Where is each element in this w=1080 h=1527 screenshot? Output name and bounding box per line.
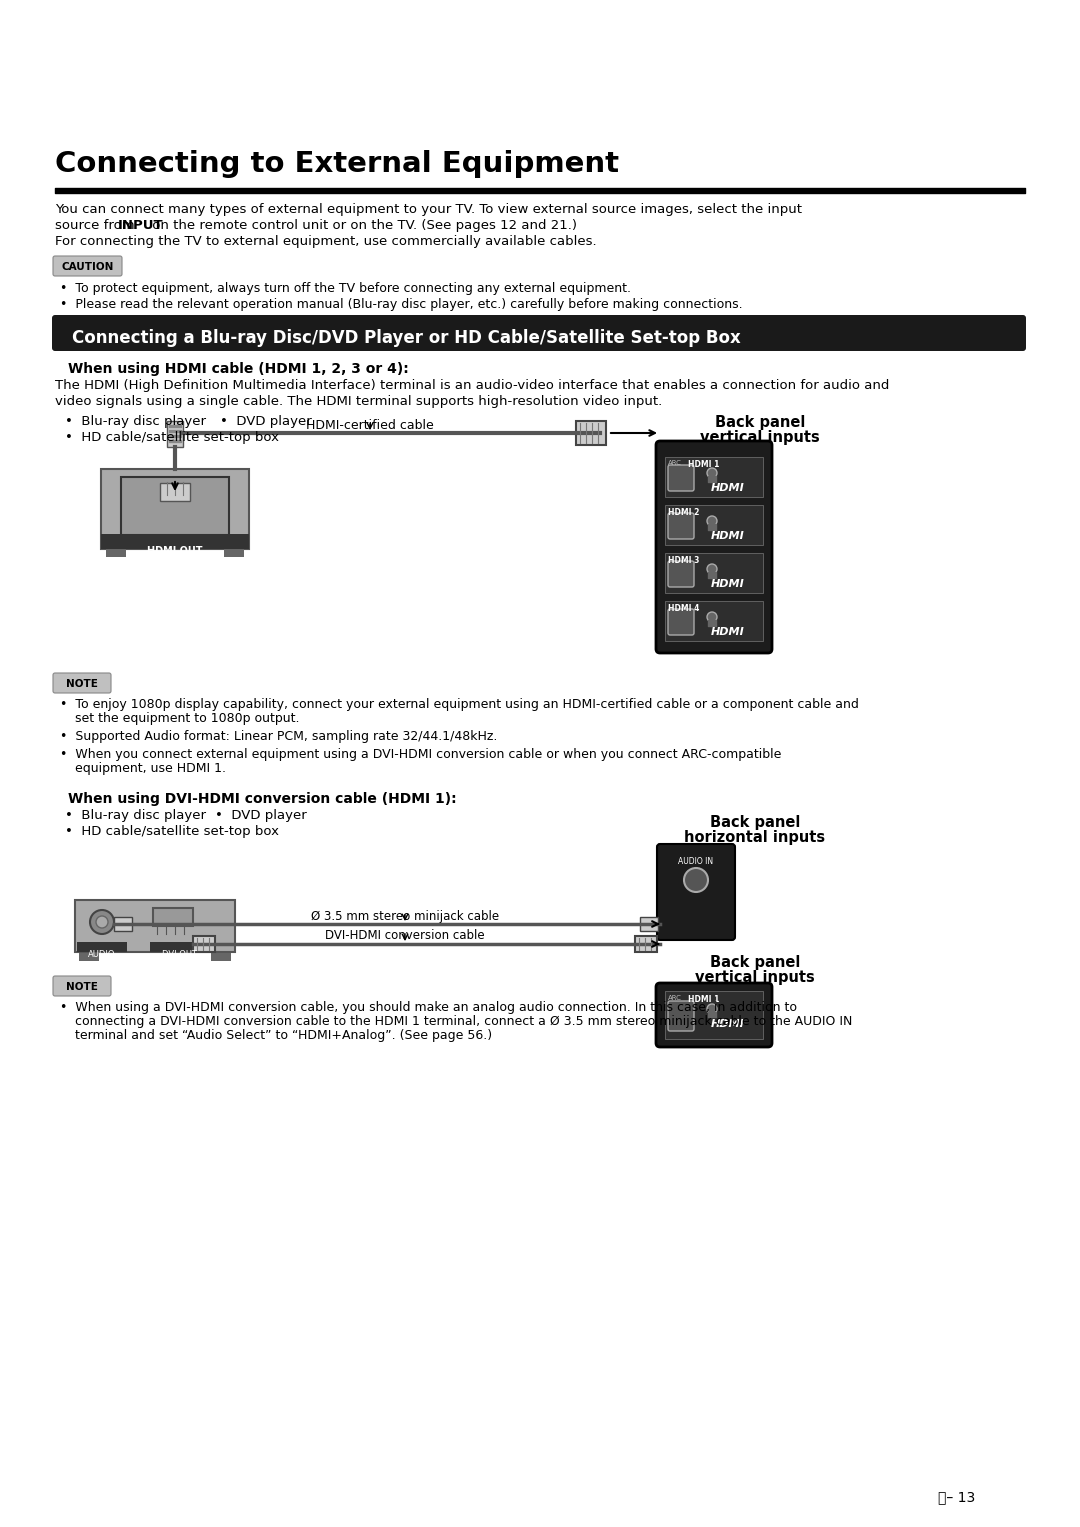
Text: •  When you connect external equipment using a DVI-HDMI conversion cable or when: • When you connect external equipment us…: [60, 748, 781, 760]
FancyBboxPatch shape: [669, 466, 694, 492]
Text: The HDMI (High Definition Multimedia Interface) terminal is an audio-video inter: The HDMI (High Definition Multimedia Int…: [55, 379, 889, 392]
Text: Back panel: Back panel: [715, 415, 806, 431]
Bar: [102, 534, 249, 550]
Text: For connecting the TV to external equipment, use commercially available cables.: For connecting the TV to external equipm…: [55, 235, 596, 247]
Text: equipment, use HDMI 1.: equipment, use HDMI 1.: [75, 762, 226, 776]
Text: set the equipment to 1080p output.: set the equipment to 1080p output.: [75, 712, 299, 725]
Text: HDMI-certified cable: HDMI-certified cable: [306, 418, 434, 432]
Circle shape: [96, 916, 108, 928]
Bar: [665, 991, 762, 1038]
Text: •  To protect equipment, always turn off the TV before connecting any external e: • To protect equipment, always turn off …: [60, 282, 631, 295]
FancyBboxPatch shape: [669, 513, 694, 539]
Text: HDMI: HDMI: [711, 628, 745, 637]
Bar: [77, 942, 127, 951]
Text: horizontal inputs: horizontal inputs: [685, 831, 825, 844]
Text: NOTE: NOTE: [66, 680, 98, 689]
Bar: [160, 483, 190, 501]
Text: ⓔ– 13: ⓔ– 13: [937, 1490, 975, 1504]
Text: •  Blu-ray disc player: • Blu-ray disc player: [65, 809, 206, 822]
Text: AUDIO: AUDIO: [89, 950, 116, 959]
Bar: [106, 550, 126, 557]
Bar: [75, 899, 235, 951]
Bar: [665, 505, 762, 545]
Bar: [665, 457, 762, 496]
FancyBboxPatch shape: [53, 976, 111, 996]
FancyBboxPatch shape: [669, 1002, 694, 1031]
FancyBboxPatch shape: [669, 560, 694, 586]
Circle shape: [707, 1003, 717, 1014]
Bar: [224, 550, 244, 557]
Bar: [635, 936, 657, 951]
Text: Ø 3.5 mm stereo minijack cable: Ø 3.5 mm stereo minijack cable: [311, 910, 499, 922]
Bar: [153, 909, 193, 925]
Circle shape: [707, 612, 717, 621]
Text: vertical inputs: vertical inputs: [696, 970, 815, 985]
Text: Connecting a Blu-ray Disc/DVD Player or HD Cable/Satellite Set-top Box: Connecting a Blu-ray Disc/DVD Player or …: [72, 328, 741, 347]
Circle shape: [707, 563, 717, 574]
Text: When using DVI-HDMI conversion cable (HDMI 1):: When using DVI-HDMI conversion cable (HD…: [68, 793, 457, 806]
Bar: [167, 421, 183, 447]
Text: ARC: ARC: [669, 996, 681, 1002]
Text: on the remote control unit or on the TV. (See pages 12 and 21.): on the remote control unit or on the TV.…: [149, 218, 578, 232]
Text: HDMI 2: HDMI 2: [669, 508, 700, 518]
Bar: [665, 602, 762, 641]
Bar: [114, 918, 132, 931]
Bar: [576, 421, 606, 444]
Text: Back panel: Back panel: [710, 815, 800, 831]
Text: •  DVD player: • DVD player: [220, 415, 312, 428]
FancyBboxPatch shape: [53, 257, 122, 276]
Text: ARC: ARC: [669, 460, 681, 466]
FancyBboxPatch shape: [669, 609, 694, 635]
Bar: [665, 553, 762, 592]
Text: AUDIO IN: AUDIO IN: [678, 857, 714, 866]
Text: •  Blu-ray disc player: • Blu-ray disc player: [65, 415, 206, 428]
Text: source from: source from: [55, 218, 139, 232]
Circle shape: [90, 910, 114, 935]
Text: Connecting to External Equipment: Connecting to External Equipment: [55, 150, 619, 179]
Text: HDMI 1: HDMI 1: [688, 996, 719, 1003]
FancyBboxPatch shape: [53, 673, 111, 693]
Text: HDMI 4: HDMI 4: [669, 605, 700, 612]
Circle shape: [707, 467, 717, 478]
Text: When using HDMI cable (HDMI 1, 2, 3 or 4):: When using HDMI cable (HDMI 1, 2, 3 or 4…: [68, 362, 408, 376]
Text: terminal and set “Audio Select” to “HDMI+Analog”. (See page 56.): terminal and set “Audio Select” to “HDMI…: [75, 1029, 492, 1041]
Text: HDMI: HDMI: [711, 579, 745, 589]
Text: •  To enjoy 1080p display capability, connect your external equipment using an H: • To enjoy 1080p display capability, con…: [60, 698, 859, 712]
Text: HDMI: HDMI: [711, 1019, 745, 1029]
Text: •  HD cable/satellite set-top box: • HD cable/satellite set-top box: [65, 825, 279, 838]
Text: CAUTION: CAUTION: [62, 263, 114, 272]
Circle shape: [707, 516, 717, 525]
Text: HDMI OUT: HDMI OUT: [147, 547, 203, 556]
Text: •  When using a DVI-HDMI conversion cable, you should make an analog audio conne: • When using a DVI-HDMI conversion cable…: [60, 1002, 797, 1014]
Bar: [102, 469, 249, 550]
Text: Back panel: Back panel: [710, 954, 800, 970]
Text: •  Supported Audio format: Linear PCM, sampling rate 32/44.1/48kHz.: • Supported Audio format: Linear PCM, sa…: [60, 730, 498, 744]
Text: •  DVD player: • DVD player: [215, 809, 307, 822]
Text: NOTE: NOTE: [66, 982, 98, 993]
Bar: [121, 476, 229, 534]
Bar: [150, 942, 210, 951]
Text: You can connect many types of external equipment to your TV. To view external so: You can connect many types of external e…: [55, 203, 802, 215]
Bar: [640, 918, 658, 931]
Circle shape: [684, 867, 708, 892]
Text: DVI-HDMI conversion cable: DVI-HDMI conversion cable: [325, 928, 485, 942]
FancyBboxPatch shape: [656, 441, 772, 654]
Bar: [79, 953, 99, 960]
Text: HDMI: HDMI: [711, 531, 745, 541]
Text: HDMI: HDMI: [711, 483, 745, 493]
Text: •  HD cable/satellite set-top box: • HD cable/satellite set-top box: [65, 431, 279, 444]
FancyBboxPatch shape: [657, 844, 735, 941]
Text: video signals using a single cable. The HDMI terminal supports high-resolution v: video signals using a single cable. The …: [55, 395, 662, 408]
Text: HDMI 3: HDMI 3: [669, 556, 700, 565]
Text: vertical inputs: vertical inputs: [700, 431, 820, 444]
Bar: [193, 936, 215, 951]
FancyBboxPatch shape: [656, 983, 772, 1048]
Text: DVI OUT: DVI OUT: [162, 950, 198, 959]
Text: connecting a DVI-HDMI conversion cable to the HDMI 1 terminal, connect a Ø 3.5 m: connecting a DVI-HDMI conversion cable t…: [75, 1015, 852, 1028]
Text: •  Please read the relevant operation manual (Blu-ray disc player, etc.) careful: • Please read the relevant operation man…: [60, 298, 743, 312]
Text: INPUT: INPUT: [118, 218, 164, 232]
Bar: [211, 953, 231, 960]
Text: HDMI 1: HDMI 1: [688, 460, 719, 469]
FancyBboxPatch shape: [52, 315, 1026, 351]
